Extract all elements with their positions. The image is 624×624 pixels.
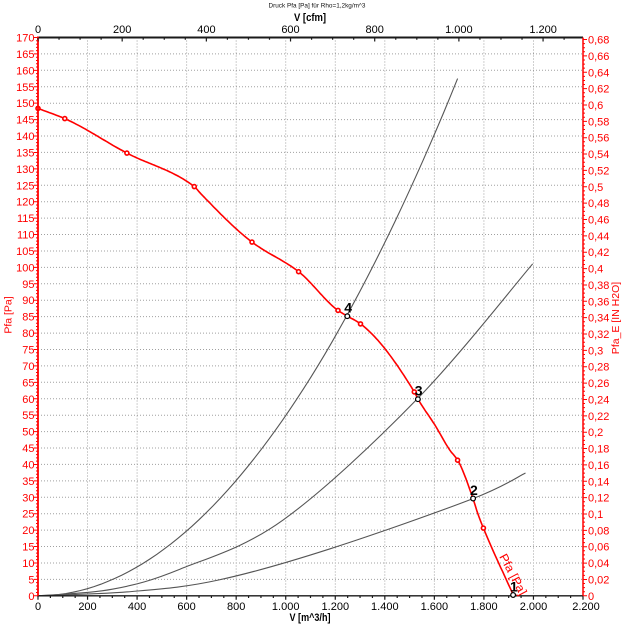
svg-text:160: 160 (16, 65, 34, 77)
svg-text:150: 150 (16, 98, 34, 110)
svg-text:1.200: 1.200 (322, 601, 350, 613)
svg-text:3: 3 (415, 383, 423, 399)
svg-text:40: 40 (22, 459, 34, 471)
svg-text:0: 0 (588, 591, 594, 603)
svg-text:115: 115 (17, 213, 35, 225)
svg-text:80: 80 (22, 328, 34, 340)
svg-text:110: 110 (17, 230, 35, 242)
svg-text:55: 55 (22, 410, 34, 422)
svg-text:400: 400 (197, 24, 215, 36)
svg-text:155: 155 (16, 82, 34, 94)
svg-text:0,68: 0,68 (588, 35, 609, 47)
svg-text:400: 400 (128, 601, 146, 613)
svg-text:V [m^3/h]: V [m^3/h] (290, 612, 331, 624)
svg-text:2.000: 2.000 (520, 601, 548, 613)
svg-text:145: 145 (16, 115, 34, 127)
svg-text:600: 600 (281, 24, 299, 36)
svg-text:0,12: 0,12 (588, 493, 609, 505)
svg-text:0: 0 (35, 601, 41, 613)
svg-text:0,44: 0,44 (588, 231, 609, 243)
svg-text:0: 0 (35, 24, 41, 36)
svg-text:0,4: 0,4 (588, 264, 603, 276)
svg-text:0,42: 0,42 (588, 247, 609, 259)
svg-text:100: 100 (16, 262, 34, 274)
svg-text:85: 85 (22, 312, 34, 324)
svg-text:0,2: 0,2 (588, 427, 603, 439)
svg-text:0,58: 0,58 (588, 116, 609, 128)
svg-text:0,64: 0,64 (588, 67, 609, 79)
svg-text:1.800: 1.800 (470, 601, 498, 613)
svg-text:0,46: 0,46 (588, 215, 609, 227)
svg-text:60: 60 (22, 394, 34, 406)
svg-text:0,56: 0,56 (588, 133, 609, 145)
svg-text:45: 45 (22, 443, 34, 455)
svg-text:2.200: 2.200 (572, 601, 600, 613)
svg-text:0,24: 0,24 (588, 395, 609, 407)
svg-text:0,32: 0,32 (588, 329, 609, 341)
svg-text:30: 30 (22, 492, 34, 504)
svg-text:1.400: 1.400 (371, 601, 399, 613)
svg-text:Pfa_E [IN H2O]: Pfa_E [IN H2O] (610, 282, 622, 354)
svg-text:65: 65 (22, 377, 34, 389)
svg-text:25: 25 (22, 509, 34, 521)
svg-text:800: 800 (366, 24, 384, 36)
svg-text:V [cfm]: V [cfm] (294, 12, 326, 24)
svg-text:0,04: 0,04 (588, 558, 609, 570)
svg-text:0,18: 0,18 (588, 444, 609, 456)
svg-text:800: 800 (227, 601, 245, 613)
svg-text:0,36: 0,36 (588, 296, 609, 308)
svg-text:75: 75 (22, 345, 34, 357)
svg-text:1.000: 1.000 (445, 24, 473, 36)
svg-text:0,14: 0,14 (588, 476, 609, 488)
svg-text:0,6: 0,6 (588, 100, 603, 112)
svg-text:0,5: 0,5 (588, 182, 603, 194)
svg-text:140: 140 (16, 131, 34, 143)
svg-text:2: 2 (470, 482, 478, 498)
svg-text:165: 165 (16, 49, 34, 61)
svg-text:1: 1 (510, 578, 518, 594)
svg-text:0,48: 0,48 (588, 198, 609, 210)
svg-text:10: 10 (22, 558, 34, 570)
svg-text:20: 20 (22, 525, 34, 537)
svg-text:0,62: 0,62 (588, 84, 609, 96)
svg-text:125: 125 (16, 180, 34, 192)
svg-text:120: 120 (16, 197, 34, 209)
svg-text:0,22: 0,22 (588, 411, 609, 423)
svg-text:105: 105 (16, 246, 34, 258)
svg-text:130: 130 (16, 164, 34, 176)
svg-text:15: 15 (22, 542, 34, 554)
svg-text:1.000: 1.000 (272, 601, 300, 613)
svg-text:Druck Pfa [Pa] für Rho=1,2kg/m: Druck Pfa [Pa] für Rho=1,2kg/m^3 (269, 3, 366, 10)
svg-text:Pfa [Pa]: Pfa [Pa] (3, 296, 15, 333)
svg-text:135: 135 (16, 147, 34, 159)
svg-text:0,3: 0,3 (588, 345, 603, 357)
svg-text:0,16: 0,16 (588, 460, 609, 472)
svg-text:0,28: 0,28 (588, 362, 609, 374)
svg-text:1.600: 1.600 (421, 601, 449, 613)
svg-text:600: 600 (177, 601, 195, 613)
svg-text:0,02: 0,02 (588, 574, 609, 586)
svg-text:0,06: 0,06 (588, 542, 609, 554)
svg-text:35: 35 (22, 476, 34, 488)
svg-text:5: 5 (28, 574, 34, 586)
svg-text:70: 70 (22, 361, 34, 373)
svg-text:0,52: 0,52 (588, 165, 609, 177)
svg-text:0,34: 0,34 (588, 313, 609, 325)
svg-text:1.200: 1.200 (529, 24, 557, 36)
svg-text:200: 200 (113, 24, 131, 36)
svg-text:200: 200 (78, 601, 96, 613)
svg-text:90: 90 (22, 295, 34, 307)
svg-text:0,66: 0,66 (588, 51, 609, 63)
svg-text:50: 50 (22, 427, 34, 439)
svg-text:0,1: 0,1 (588, 509, 603, 521)
svg-text:0,08: 0,08 (588, 525, 609, 537)
svg-text:0,38: 0,38 (588, 280, 609, 292)
svg-text:4: 4 (344, 300, 352, 316)
svg-text:95: 95 (22, 279, 34, 291)
svg-text:0: 0 (28, 591, 34, 603)
svg-text:170: 170 (16, 33, 34, 45)
svg-text:0,26: 0,26 (588, 378, 609, 390)
svg-text:0,54: 0,54 (588, 149, 609, 161)
